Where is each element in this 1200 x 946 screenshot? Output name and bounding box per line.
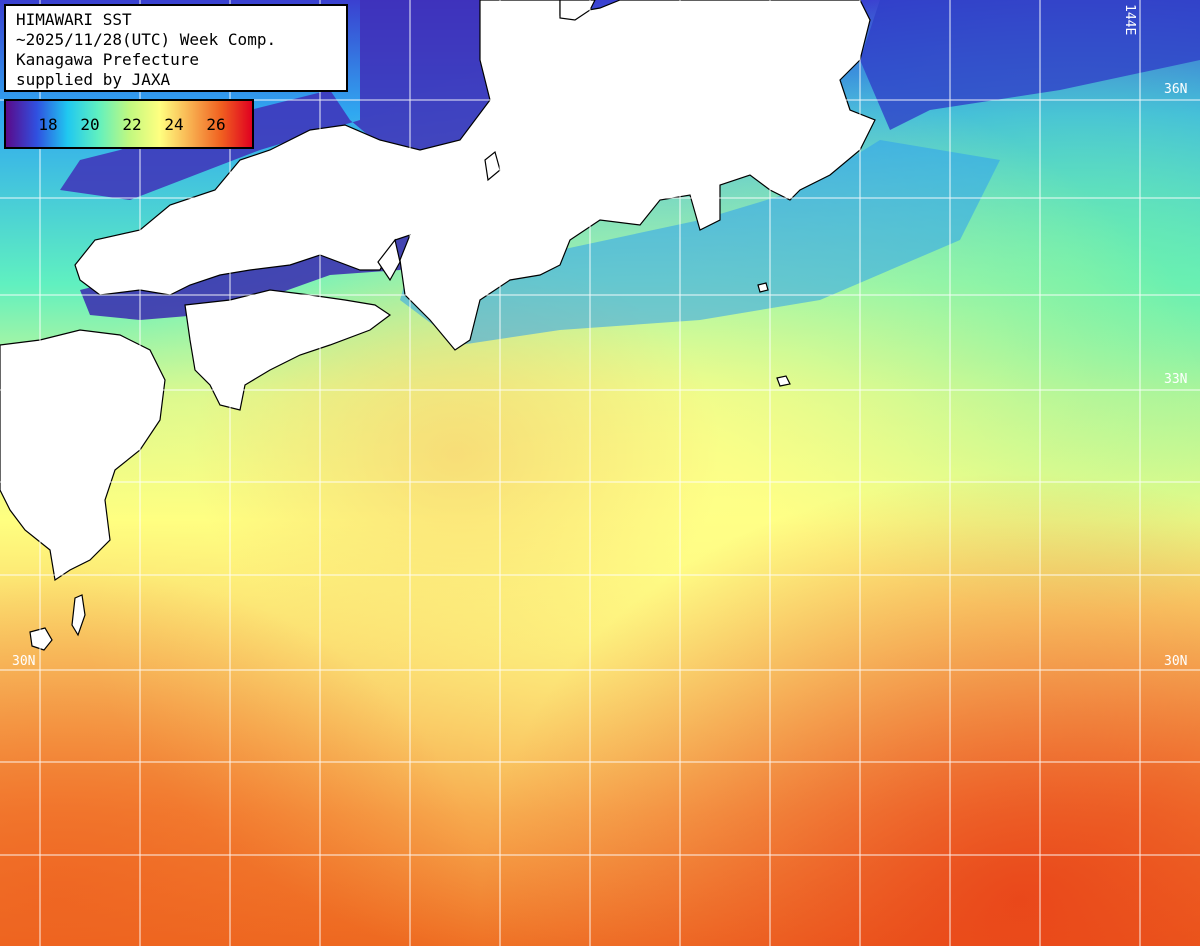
lat-label-30n-right: 30N [1164, 654, 1188, 669]
land-tanegashima [29, 627, 53, 651]
lat-label-33n: 33N [1164, 372, 1188, 387]
land-oshima [776, 375, 791, 387]
legend-tick-22: 22 [122, 115, 142, 134]
land-honshu [74, 0, 876, 351]
sst-blue-pacific-coast [400, 140, 1000, 345]
land-yakushima [71, 594, 86, 637]
land-noto [559, 0, 596, 21]
lat-label-36n: 36N [1164, 82, 1188, 97]
land-kyushu [0, 329, 166, 582]
map-title-box: HIMAWARI SST ~2025/11/28(UTC) Week Comp.… [4, 4, 348, 92]
temperature-legend: 18 20 22 24 26 [4, 99, 254, 149]
title-line-source: supplied by JAXA [16, 70, 171, 89]
land-awaji [377, 238, 401, 282]
title-line-product: HIMAWARI SST [16, 10, 132, 29]
sst-cold-north [860, 0, 1200, 130]
title-line-date: ~2025/11/28(UTC) Week Comp. [16, 30, 277, 49]
legend-tick-20: 20 [80, 115, 100, 134]
land-island-small-1 [757, 282, 769, 293]
legend-ticks: 18 20 22 24 26 [6, 115, 252, 135]
legend-color-bar [6, 101, 252, 147]
legend-tick-24: 24 [164, 115, 184, 134]
legend-tick-26: 26 [206, 115, 226, 134]
lat-label-30n-left: 30N [12, 654, 36, 669]
lon-label-136e: 136E [482, 4, 497, 36]
lon-label-144e: 144E [1122, 4, 1137, 36]
land-shikoku [184, 289, 392, 411]
legend-tick-18: 18 [38, 115, 58, 134]
title-line-region: Kanagawa Prefecture [16, 50, 200, 69]
land [0, 0, 876, 651]
